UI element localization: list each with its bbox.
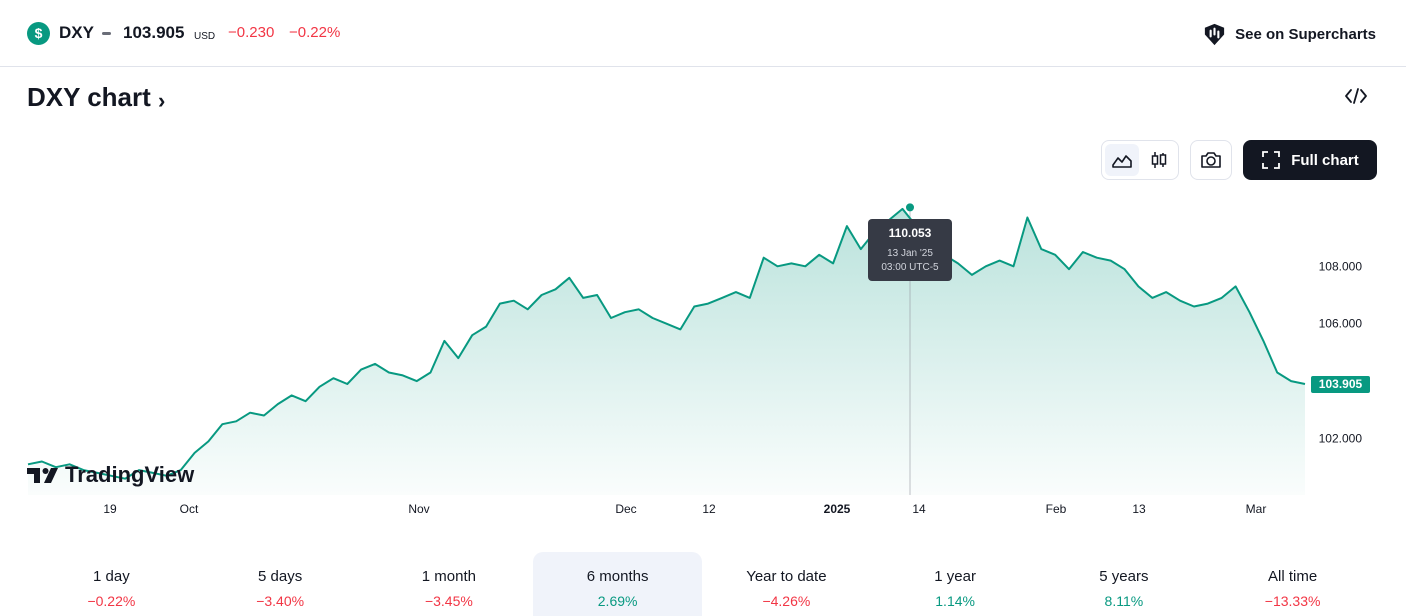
price-change-percent: −0.22% [289, 24, 341, 41]
y-axis-tick-label: 108.000 [1319, 259, 1363, 273]
x-axis-tick-label: 14 [912, 502, 926, 516]
x-axis-tick-label: 12 [702, 502, 716, 516]
y-axis-tick-label: 102.000 [1319, 432, 1363, 446]
x-axis-tick-label: Dec [615, 502, 636, 516]
area-chart-icon [1112, 155, 1132, 168]
candlestick-icon [1151, 152, 1167, 168]
period-change: 8.11% [1104, 593, 1144, 609]
embed-code-icon[interactable] [1344, 86, 1368, 106]
period-label: All time [1268, 568, 1318, 585]
price-chart[interactable]: 102.000 106.000 108.000 19 Oct Nov Dec 12 2025 14… [0, 195, 1406, 525]
period-change: −4.26% [762, 593, 811, 609]
x-axis-tick-label: Mar [1246, 502, 1267, 516]
crosshair-tooltip: 110.053 13 Jan '25 03:00 UTC-5 [868, 219, 952, 281]
symbol-name[interactable]: DXY [59, 23, 94, 42]
period-label: 5 days [258, 568, 303, 585]
period-label: 5 years [1099, 568, 1149, 585]
x-axis-tick-label: 19 [103, 502, 117, 516]
fullscreen-icon [1262, 151, 1281, 169]
tooltip-time: 03:00 UTC-5 [881, 262, 939, 273]
period-tab[interactable]: 1 year 1.14% [871, 552, 1040, 616]
area-chart-button[interactable] [1105, 144, 1139, 176]
separator-dash [102, 32, 111, 35]
period-tab-active[interactable]: 6 months 2.69% [533, 552, 702, 616]
currency-label: USD [194, 31, 216, 42]
see-on-supercharts-link[interactable]: See on Supercharts [1202, 22, 1376, 47]
period-tab[interactable]: 1 month −3.45% [365, 552, 534, 616]
camera-icon [1201, 152, 1221, 168]
last-price-badge: 103.905 [1311, 376, 1370, 393]
x-axis-tick-label: Feb [1046, 502, 1067, 516]
period-change: 2.69% [597, 593, 638, 609]
period-change: −13.33% [1264, 593, 1321, 609]
tooltip-date: 13 Jan '25 [887, 248, 933, 259]
period-change: −3.45% [424, 593, 473, 609]
chevron-right-icon[interactable]: › [158, 88, 166, 113]
period-tab[interactable]: 5 days −3.40% [196, 552, 365, 616]
period-tab[interactable]: Year to date −4.26% [702, 552, 871, 616]
last-price: 103.905 [123, 23, 185, 42]
period-change: −3.40% [256, 593, 305, 609]
full-chart-button[interactable]: Full chart [1243, 140, 1377, 180]
x-axis-tick-label: Nov [408, 502, 429, 516]
page-title[interactable]: DXY chart [27, 82, 151, 112]
y-axis-tick-label: 106.000 [1319, 317, 1363, 331]
symbol-header: $ DXY 103.905 USD −0.230 −0.22% See on S… [0, 0, 1406, 67]
tradingview-logo-icon [27, 468, 58, 483]
tradingview-logo[interactable]: TradingView [27, 462, 194, 488]
dollar-icon: $ [27, 22, 50, 45]
supercharts-label: See on Supercharts [1235, 26, 1376, 43]
period-label: 6 months [586, 568, 649, 585]
period-label: 1 day [93, 568, 130, 585]
period-tabs: 1 day −0.22% 5 days −3.40% 1 month −3.45% 6… [27, 552, 1377, 616]
x-axis-tick-label: 2025 [824, 502, 851, 516]
period-tab[interactable]: 5 years 8.11% [1040, 552, 1209, 616]
period-label: 1 year [934, 568, 976, 585]
x-axis-tick-label: Oct [180, 502, 199, 516]
tradingview-logo-text: TradingView [65, 462, 195, 487]
period-change: −0.22% [87, 593, 136, 609]
snapshot-button[interactable] [1190, 140, 1232, 180]
period-label: Year to date [746, 568, 827, 585]
chart-style-toggle [1101, 140, 1179, 180]
tooltip-value: 110.053 [888, 226, 932, 240]
high-point-marker [906, 203, 914, 212]
full-chart-label: Full chart [1291, 151, 1359, 169]
price-area-fill [28, 208, 1305, 495]
price-change: −0.230 [228, 24, 275, 41]
candles-chart-button[interactable] [1142, 144, 1176, 176]
price-line [27, 207, 1306, 480]
period-change: 1.14% [935, 593, 975, 609]
period-tab[interactable]: 1 day −0.22% [27, 552, 196, 616]
period-tab[interactable]: All time −13.33% [1208, 552, 1377, 616]
period-label: 1 month [421, 568, 476, 585]
x-axis-tick-label: 13 [1132, 502, 1146, 516]
supercharts-logo-icon [1204, 23, 1225, 46]
